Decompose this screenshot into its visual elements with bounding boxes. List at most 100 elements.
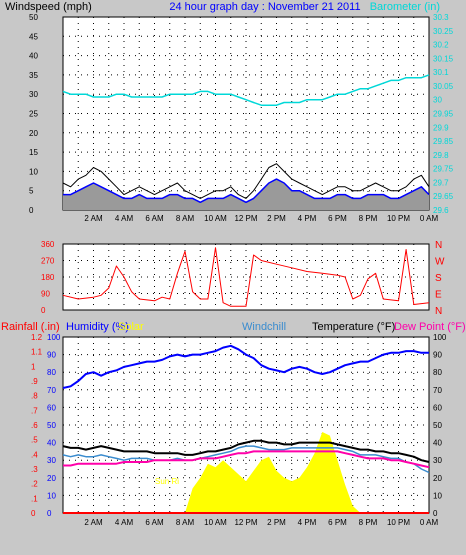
y-tick-label: .8 <box>31 392 38 401</box>
y-tick-label: 80 <box>433 368 442 377</box>
climate-panel-x-ticks: 2 AM 4 AM 6 AM 8 AM 10 AM 12 PM 2 PM 4 PM 6 PM 8 … <box>84 518 438 527</box>
dew-point-line <box>63 450 430 469</box>
windchill-line <box>62 445 430 474</box>
x-tick-label: 2 AM <box>84 518 103 527</box>
y-tick-label: 25 <box>29 110 38 119</box>
temperature-y-ticks: 0 10 20 30 40 50 60 70 80 90 100 <box>433 333 447 518</box>
x-tick-label: 6 AM <box>145 518 164 527</box>
y-tick-label: 30 <box>433 96 442 105</box>
humidity-line <box>62 344 429 389</box>
x-tick-label: 6 AM <box>145 214 164 223</box>
y-tick-label: 40 <box>47 439 56 448</box>
y-tick-label: 10 <box>433 491 442 500</box>
graph-date-title: 24 hour graph day : November 21 2011 <box>169 1 360 13</box>
y-tick-label: 50 <box>29 13 38 22</box>
y-tick-label: 29.65 <box>433 192 454 201</box>
y-tick-label: 90 <box>41 290 50 299</box>
y-tick-label: 100 <box>433 333 447 342</box>
x-tick-label: 6 PM <box>328 518 347 527</box>
x-tick-label: 4 PM <box>298 518 317 527</box>
temperature-axis-title: Temperature (°F) <box>312 321 395 333</box>
y-tick-label: 15 <box>29 148 38 157</box>
x-tick-label: 8 AM <box>176 214 195 223</box>
x-tick-label: 12 PM <box>234 214 257 223</box>
y-tick-label: 360 <box>41 240 55 249</box>
y-tick-label: 30.1 <box>433 68 449 77</box>
rainfall-axis-title: Rainfall (.in) <box>1 321 60 333</box>
y-tick-label: .5 <box>31 436 38 445</box>
solar-legend: Solar <box>118 321 144 333</box>
climate-panel-series <box>62 344 430 514</box>
y-tick-label: 45 <box>29 32 38 41</box>
y-tick-label: 29.9 <box>433 123 449 132</box>
y-tick-label: 1.2 <box>31 333 43 342</box>
y-tick-label: 30.15 <box>433 54 454 63</box>
windspeed-axis-title: Windspeed (mph) <box>5 1 92 13</box>
y-tick-label: 0 <box>433 509 438 518</box>
compass-tick-label: E <box>435 290 442 301</box>
direction-panel-series <box>62 247 430 307</box>
x-tick-label: 0 AM <box>420 214 439 223</box>
wind-direction-line <box>62 247 430 307</box>
y-tick-label: 29.95 <box>433 110 454 119</box>
solar-area <box>63 432 429 513</box>
x-tick-label: 0 AM <box>420 518 439 527</box>
y-tick-label: 35 <box>29 71 38 80</box>
y-tick-label: 30.05 <box>433 82 454 91</box>
x-tick-label: 10 AM <box>204 518 227 527</box>
humidity-y-ticks: 0 10 20 30 40 50 60 70 80 90 100 <box>47 333 61 518</box>
y-tick-label: 29.85 <box>433 137 454 146</box>
sunrise-annotation: Sun Ri <box>155 477 179 486</box>
y-tick-label: 30 <box>433 456 442 465</box>
sunset-annotation: Set <box>322 477 335 486</box>
barometer-line <box>62 74 430 106</box>
wind-panel-series <box>62 74 430 210</box>
dew-point-legend: Dew Point (°F) <box>394 321 466 333</box>
x-tick-label: 4 AM <box>115 518 134 527</box>
y-tick-label: 29.8 <box>433 151 449 160</box>
y-tick-label: 29.6 <box>433 206 449 215</box>
x-tick-label: 2 PM <box>267 214 286 223</box>
x-tick-label: 12 PM <box>234 518 257 527</box>
x-tick-label: 4 AM <box>115 214 134 223</box>
y-tick-label: 30.2 <box>433 41 449 50</box>
windspeed-y-ticks: 0 5 10 15 20 25 30 35 40 45 50 <box>29 13 38 215</box>
temperature-line <box>62 439 430 463</box>
compass-tick-label: N <box>435 306 442 317</box>
y-tick-label: 40 <box>29 52 38 61</box>
wind-average-shade <box>63 179 429 210</box>
y-tick-label: 1 <box>31 362 36 371</box>
y-tick-label: 180 <box>41 273 55 282</box>
rainfall-y-ticks: 0 .1 .2 .3 .4 .5 .6 .7 .8 .9 1 1.1 1.2 <box>31 333 43 518</box>
humidity-axis-title: Humidity (%) <box>66 321 129 333</box>
barometer-axis-title: Barometer (in) <box>370 1 440 13</box>
y-tick-label: 0 <box>29 206 34 215</box>
x-tick-label: 2 AM <box>84 214 103 223</box>
direction-degree-ticks: 0 90 180 270 360 <box>41 240 55 315</box>
x-tick-label: 8 PM <box>359 214 378 223</box>
y-tick-label: 60 <box>47 403 56 412</box>
x-tick-label: 4 PM <box>298 214 317 223</box>
compass-tick-label: W <box>435 257 445 268</box>
x-tick-label: 6 PM <box>328 214 347 223</box>
y-tick-label: .1 <box>31 494 38 503</box>
y-tick-label: 29.7 <box>433 178 449 187</box>
y-tick-label: 29.75 <box>433 165 454 174</box>
x-tick-label: 2 PM <box>267 518 286 527</box>
compass-tick-label: N <box>435 240 442 251</box>
y-tick-label: 20 <box>433 474 442 483</box>
compass-tick-label: S <box>435 273 442 284</box>
y-tick-label: 20 <box>29 129 38 138</box>
y-tick-label: 20 <box>47 474 56 483</box>
y-tick-label: 90 <box>47 351 56 360</box>
y-tick-label: .6 <box>31 421 38 430</box>
y-tick-label: .2 <box>31 480 38 489</box>
y-tick-label: 60 <box>433 403 442 412</box>
y-tick-label: 10 <box>29 167 38 176</box>
y-tick-label: 1.1 <box>31 348 43 357</box>
y-tick-label: 0 <box>41 306 46 315</box>
y-tick-label: 0 <box>47 509 52 518</box>
x-tick-label: 10 PM <box>387 214 410 223</box>
